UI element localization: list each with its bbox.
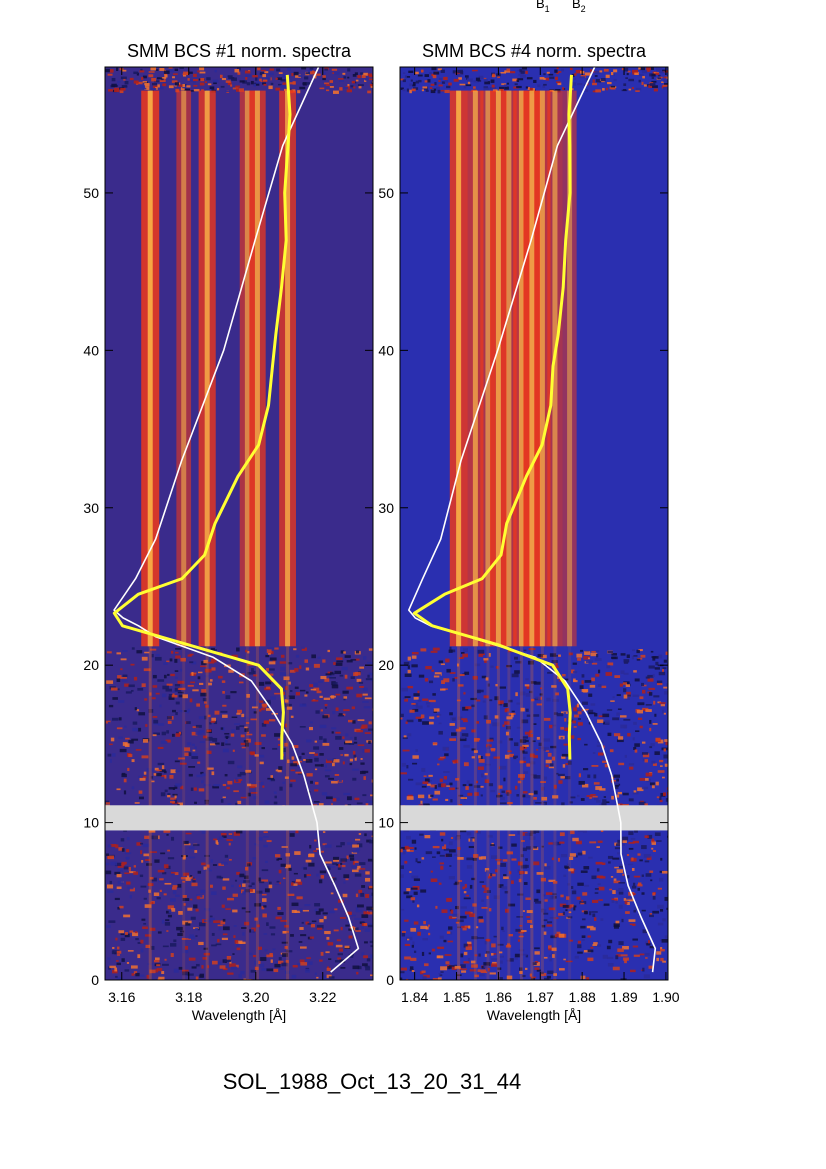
x-tick-label: 1.89 bbox=[610, 989, 637, 1005]
y-tick-label: 40 bbox=[378, 342, 394, 358]
emission-line-core bbox=[552, 90, 558, 647]
x-axis-label: Wavelength [Å] bbox=[487, 1007, 581, 1023]
plot-area bbox=[105, 67, 373, 980]
emission-line-core bbox=[285, 90, 291, 647]
emission-line-core bbox=[518, 90, 524, 647]
y-tick-label: 10 bbox=[83, 815, 99, 831]
panel-title: SMM BCS #4 norm. spectra bbox=[422, 41, 647, 61]
y-tick-label: 50 bbox=[83, 185, 99, 201]
x-tick-label: 3.20 bbox=[242, 989, 269, 1005]
x-tick-label: 3.18 bbox=[175, 989, 202, 1005]
yellow-overlay-curve bbox=[112, 74, 292, 760]
x-tick-label: 3.16 bbox=[108, 989, 135, 1005]
x-tick-label: 1.88 bbox=[569, 989, 596, 1005]
emission-line-core bbox=[254, 90, 260, 647]
emission-line-core bbox=[485, 90, 491, 647]
emission-line-core bbox=[529, 90, 535, 647]
y-tick-label: 30 bbox=[378, 500, 394, 516]
data-gap-band bbox=[400, 805, 668, 831]
emission-line-core bbox=[567, 90, 573, 647]
b1-label: B1 bbox=[536, 0, 550, 14]
emission-line-core bbox=[456, 90, 462, 647]
spectra-panel-bcs1: SMM BCS #1 norm. spectra 3.16 3.18 3.20 3.22… bbox=[83, 41, 374, 1023]
y-tick-label: 50 bbox=[378, 185, 394, 201]
x-tick-label: 1.85 bbox=[443, 989, 470, 1005]
y-tick-label: 30 bbox=[83, 500, 99, 516]
y-tick-label: 10 bbox=[378, 815, 394, 831]
emission-line-core bbox=[495, 90, 501, 647]
x-tick-label: 1.84 bbox=[401, 989, 428, 1005]
data-gap-band bbox=[105, 805, 373, 831]
emission-line-core bbox=[472, 90, 478, 647]
panel-title: SMM BCS #1 norm. spectra bbox=[127, 41, 352, 61]
x-tick-label: 3.22 bbox=[309, 989, 336, 1005]
emission-line-core bbox=[181, 90, 187, 647]
x-tick-label: 1.87 bbox=[527, 989, 554, 1005]
y-tick-label: 20 bbox=[378, 657, 394, 673]
spectra-panel-bcs4: SMM BCS #4 norm. spectra 1.84 1.85 1.86 1.87… bbox=[378, 41, 679, 1023]
emission-line-core bbox=[506, 90, 512, 647]
emission-line-core bbox=[539, 90, 545, 647]
x-tick-label: 1.86 bbox=[485, 989, 512, 1005]
plot-frame bbox=[104, 66, 374, 981]
white-overlay-curve bbox=[113, 67, 360, 973]
b2-label: B2 bbox=[572, 0, 586, 14]
emission-line-core bbox=[244, 90, 250, 647]
y-tick-label: 0 bbox=[91, 972, 99, 988]
y-tick-label: 0 bbox=[386, 972, 394, 988]
y-tick-label: 40 bbox=[83, 342, 99, 358]
plot-frame bbox=[399, 66, 669, 981]
x-tick-label: 1.90 bbox=[652, 989, 679, 1005]
emission-line-core bbox=[204, 90, 210, 647]
y-tick-label: 20 bbox=[83, 657, 99, 673]
emission-line-core bbox=[147, 90, 153, 647]
plot-area bbox=[400, 67, 668, 980]
event-id-footer: SOL_1988_Oct_13_20_31_44 bbox=[223, 1069, 521, 1094]
x-axis-label: Wavelength [Å] bbox=[192, 1007, 286, 1023]
yellow-overlay-curve bbox=[412, 74, 573, 760]
